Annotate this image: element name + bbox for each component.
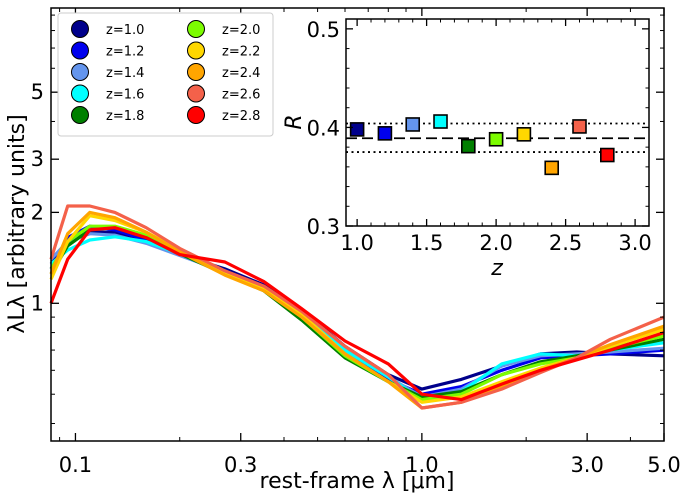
- inset-y-tick-label: 0.4: [307, 116, 340, 140]
- main-y-tick-label: 3: [31, 147, 44, 171]
- inset-point: [544, 160, 560, 176]
- legend-label: z=2.6: [222, 88, 260, 103]
- main-y-tick-label: 1: [31, 291, 44, 315]
- legend-label: z=1.6: [106, 88, 144, 103]
- legend-box: [57, 12, 274, 137]
- main-y-tick-label: 2: [31, 200, 44, 224]
- main-x-axis-label: rest-frame λ [μm]: [260, 469, 455, 494]
- inset-x-tick-label: 2.5: [549, 231, 582, 255]
- main-plot-frame: [50, 7, 665, 442]
- legend-label: z=1.0: [106, 23, 144, 38]
- inset-x-tick-label: 1.5: [410, 231, 443, 255]
- inset-frame: [345, 18, 650, 227]
- inset-point: [405, 117, 421, 132]
- main-x-tick-label: 5.0: [647, 453, 680, 477]
- legend-label: z=2.2: [222, 45, 260, 60]
- inset-point: [600, 147, 615, 163]
- inset-x-tick-label: 2.0: [479, 231, 512, 255]
- legend-label: z=2.8: [222, 109, 260, 124]
- inset-points: [349, 114, 615, 176]
- legend-marker: [187, 63, 205, 81]
- inset-point: [572, 119, 587, 134]
- inset-point: [433, 114, 448, 129]
- inset-x-ticks: 1.0 1.5 2.0 2.5 3.0: [340, 19, 652, 255]
- legend-marker: [187, 41, 205, 60]
- inset-x-axis-label: z: [490, 256, 503, 281]
- legend-label: z=1.2: [106, 45, 144, 60]
- inset-plot: 1.0 1.5 2.0 2.5 3.0 0.3 0.4 0.5 z R: [282, 18, 652, 281]
- legend-items: z=1.0 z=1.2 z=1.4 z=1.6 z=1.8 z=2.0 z=2.2 z=2.4…: [71, 20, 260, 124]
- inset-x-tick-label: 3.0: [618, 231, 651, 255]
- inset-point: [516, 127, 532, 142]
- legend-marker: [187, 20, 205, 38]
- inset-background: [346, 19, 649, 226]
- main-x-tick-label: 0.1: [59, 453, 92, 477]
- main-x-tick-label: 1.0: [405, 453, 438, 477]
- inset-y-tick-label: 0.3: [307, 215, 340, 239]
- legend-marker: [71, 41, 89, 60]
- main-x-tick-label: 0.3: [224, 453, 257, 477]
- legend-marker: [71, 84, 89, 103]
- legend: z=1.0 z=1.2 z=1.4 z=1.6 z=1.8 z=2.0 z=2.2 z=2.4…: [57, 12, 274, 137]
- inset-x-tick-label: 1.0: [340, 231, 373, 255]
- legend-marker: [71, 63, 89, 81]
- inset-point: [488, 131, 504, 147]
- legend-marker: [187, 84, 205, 103]
- legend-marker: [71, 106, 89, 124]
- main-x-tick-label: 3.0: [570, 453, 603, 477]
- legend-marker: [71, 20, 89, 38]
- inset-point: [461, 138, 476, 154]
- main-series-lines: [49, 204, 665, 410]
- main-y-tick-label: 5: [31, 80, 44, 104]
- main-y-ticks: 1 2 3 5: [31, 14, 664, 424]
- main-x-ticks: 0.1 0.3 1.0 3.0 5.0: [59, 8, 681, 477]
- series-line-z-2-8: [49, 226, 665, 402]
- legend-label: z=1.4: [106, 66, 144, 81]
- legend-label: z=2.4: [222, 66, 260, 81]
- main-y-axis-label: λLλ [arbitrary units]: [5, 114, 30, 333]
- inset-y-tick-label: 0.5: [307, 18, 340, 42]
- inset-y-axis-label: R: [282, 114, 307, 129]
- legend-marker: [187, 106, 205, 124]
- legend-label: z=2.0: [222, 23, 260, 38]
- inset-y-ticks: 0.3 0.4 0.5: [307, 18, 649, 239]
- legend-label: z=1.8: [106, 109, 144, 124]
- inset-point: [349, 122, 365, 137]
- inset-point: [377, 126, 393, 141]
